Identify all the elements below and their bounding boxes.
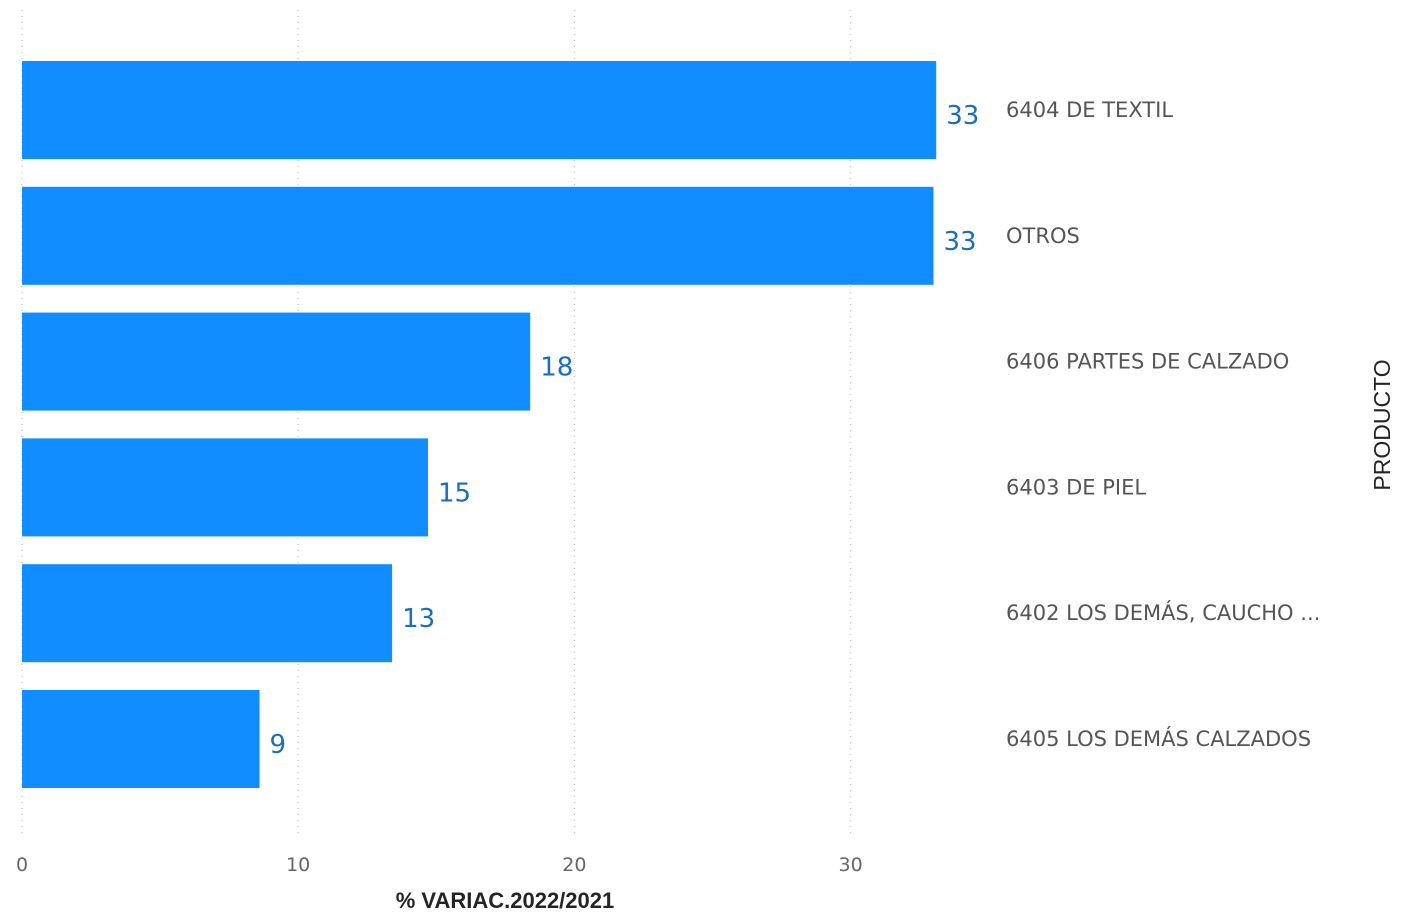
data-label: 13 (402, 604, 435, 634)
category-label: 6402 LOS DEMÁS, CAUCHO ... (1006, 600, 1320, 625)
x-tick-label: 20 (562, 854, 586, 876)
bar-2 (22, 312, 531, 411)
y-axis-title: PRODUCTO (1369, 359, 1395, 490)
data-label: 15 (438, 478, 471, 508)
category-label: OTROS (1006, 224, 1080, 248)
data-label: 33 (943, 227, 976, 257)
x-tick-label: 0 (16, 854, 28, 876)
data-label: 33 (946, 101, 979, 131)
bar-5 (22, 690, 260, 788)
category-label: 6403 DE PIEL (1006, 475, 1146, 499)
data-label: 9 (270, 730, 287, 760)
category-labels: 6404 DE TEXTIL OTROS 6406 PARTES DE CALZAD… (1006, 98, 1320, 751)
x-axis-title: % VARIAC.2022/2021 (396, 888, 615, 913)
x-tick-label: 10 (286, 854, 310, 876)
x-axis-ticks: 0 10 20 30 (16, 854, 863, 876)
category-label: 6406 PARTES DE CALZADO (1006, 350, 1289, 374)
category-label: 6405 LOS DEMÁS CALZADOS (1006, 726, 1311, 751)
data-label: 18 (540, 353, 573, 383)
bar-4 (22, 564, 393, 663)
bars (22, 61, 937, 788)
x-tick-label: 30 (839, 854, 863, 876)
bar-0 (22, 61, 937, 159)
bar-3 (22, 438, 429, 537)
category-label: 6404 DE TEXTIL (1006, 98, 1173, 122)
bar-1 (22, 186, 934, 285)
data-labels: 33 33 18 15 13 9 (270, 101, 980, 760)
